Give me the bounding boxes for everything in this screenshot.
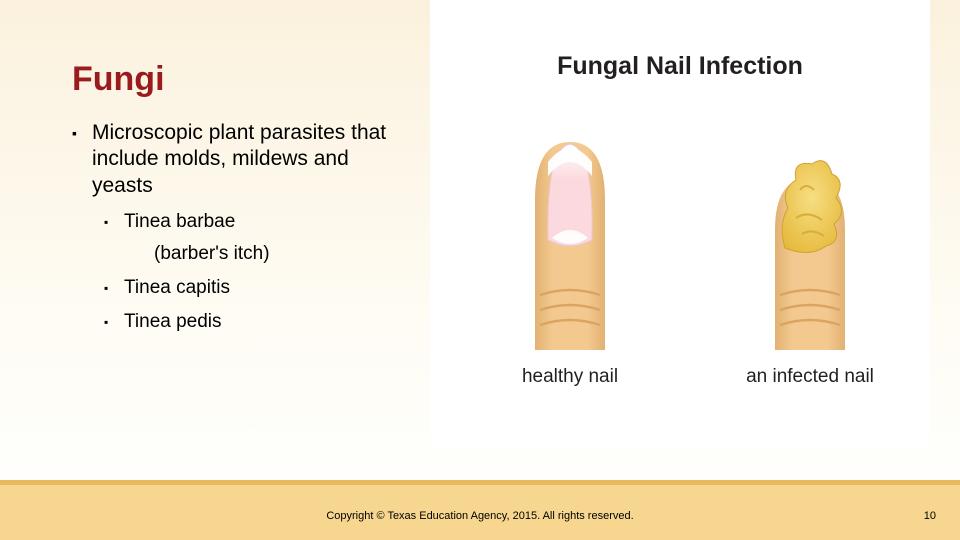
healthy-finger-illustration: [490, 130, 650, 350]
bullet-marker: ▪: [104, 281, 114, 299]
healthy-caption: healthy nail: [490, 366, 650, 388]
footer-band: Copyright © Texas Education Agency, 2015…: [0, 485, 960, 540]
bullet-level2: ▪ Tinea pedis: [104, 311, 402, 333]
healthy-nail-group: healthy nail: [490, 130, 650, 388]
figure-title: Fungal Nail Infection: [430, 52, 930, 81]
bullet-marker: ▪: [72, 125, 82, 199]
infected-caption: an infected nail: [730, 366, 890, 388]
bullet-level1: ▪ Microscopic plant parasites that inclu…: [72, 120, 402, 199]
bullet-marker: ▪: [104, 215, 114, 233]
figure-panel: Fungal Nail Infection: [430, 0, 930, 450]
bullet-text: Tinea barbae: [124, 211, 235, 233]
bullet-text: Tinea pedis: [124, 311, 222, 333]
content-block: ▪ Microscopic plant parasites that inclu…: [72, 120, 402, 337]
page-number: 10: [924, 510, 936, 522]
bullet-marker: ▪: [104, 315, 114, 333]
bullet-text: Microscopic plant parasites that include…: [92, 120, 402, 199]
slide: Fungi ▪ Microscopic plant parasites that…: [0, 0, 960, 540]
bullet-level2: ▪ Tinea capitis: [104, 277, 402, 299]
bullet-level2: ▪ Tinea barbae: [104, 211, 402, 233]
sub-bullets: ▪ Tinea barbae (barber's itch) ▪ Tinea c…: [104, 211, 402, 333]
slide-title: Fungi: [72, 60, 165, 99]
bullet-note: (barber's itch): [154, 243, 402, 265]
infected-finger-illustration: [730, 130, 890, 350]
copyright-text: Copyright © Texas Education Agency, 2015…: [0, 510, 960, 522]
bullet-text: Tinea capitis: [124, 277, 230, 299]
infected-nail-group: an infected nail: [730, 130, 890, 388]
